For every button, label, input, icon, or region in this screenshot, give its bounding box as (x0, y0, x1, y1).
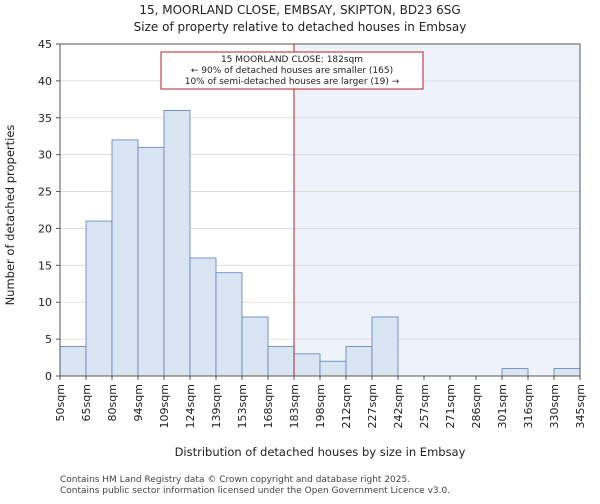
y-tick-label: 35 (38, 112, 52, 125)
x-tick-label: 50sqm (54, 384, 67, 421)
x-tick-label: 198sqm (314, 384, 327, 428)
histogram-bar (319, 360, 347, 377)
y-tick-label: 40 (38, 75, 52, 88)
chart-title: 15, MOORLAND CLOSE, EMBSAY, SKIPTON, BD2… (139, 3, 460, 17)
annotation-box: 15 MOORLAND CLOSE: 182sqm ← 90% of detac… (160, 51, 424, 90)
histogram-bar (241, 316, 269, 377)
x-tick-label: 153sqm (236, 384, 249, 428)
x-tick-label: 168sqm (262, 384, 275, 428)
histogram-bar (553, 368, 581, 377)
x-tick-label: 227sqm (366, 384, 379, 428)
histogram-bar (293, 353, 321, 377)
y-tick-label: 20 (38, 222, 52, 235)
y-tick-label: 45 (38, 38, 52, 51)
histogram-bar (215, 272, 243, 377)
footer-line-1: Contains HM Land Registry data © Crown c… (60, 475, 410, 485)
x-tick-label: 124sqm (184, 384, 197, 428)
histogram-bar (345, 346, 373, 377)
x-tick-label: 109sqm (158, 384, 171, 428)
x-tick-label: 139sqm (210, 384, 223, 428)
histogram-bar (189, 257, 217, 377)
footer-line-2: Contains public sector information licen… (60, 486, 450, 496)
histogram-bar (267, 346, 295, 377)
histogram-bar (371, 316, 399, 377)
annotation-line-2: ← 90% of detached houses are smaller (16… (191, 66, 393, 76)
y-axis-label: Number of detached properties (3, 125, 17, 306)
y-tick-label: 0 (45, 370, 52, 383)
histogram-bar (59, 346, 87, 377)
x-axis-label: Distribution of detached houses by size … (175, 445, 466, 459)
x-tick-label: 242sqm (392, 384, 405, 428)
x-tick-label: 345sqm (574, 384, 587, 428)
histogram-bar (137, 146, 165, 377)
highlight-region (294, 44, 580, 376)
x-tick-label: 257sqm (418, 384, 431, 428)
histogram-bar (85, 220, 113, 377)
annotation-line-1: 15 MOORLAND CLOSE: 182sqm (221, 55, 363, 65)
y-tick-label: 10 (38, 296, 52, 309)
x-tick-label: 94sqm (132, 384, 145, 421)
y-tick-label: 25 (38, 186, 52, 199)
x-tick-label: 301sqm (496, 384, 509, 428)
y-tick-label: 30 (38, 149, 52, 162)
y-tick-label: 15 (38, 259, 52, 272)
x-tick-label: 80sqm (106, 384, 119, 421)
x-tick-label: 65sqm (80, 384, 93, 421)
chart-subtitle: Size of property relative to detached ho… (134, 20, 467, 34)
histogram-bar (111, 139, 139, 377)
x-tick-label: 286sqm (470, 384, 483, 428)
annotation-line-3: 10% of semi-detached houses are larger (… (185, 77, 400, 87)
x-tick-label: 183sqm (288, 384, 301, 428)
x-tick-label: 330sqm (548, 384, 561, 428)
x-tick-label: 316sqm (522, 384, 535, 428)
x-tick-label: 271sqm (444, 384, 457, 428)
x-tick-label: 212sqm (340, 384, 353, 428)
y-tick-label: 5 (45, 333, 52, 346)
histogram-bar (501, 368, 529, 377)
histogram-bar (163, 110, 191, 377)
